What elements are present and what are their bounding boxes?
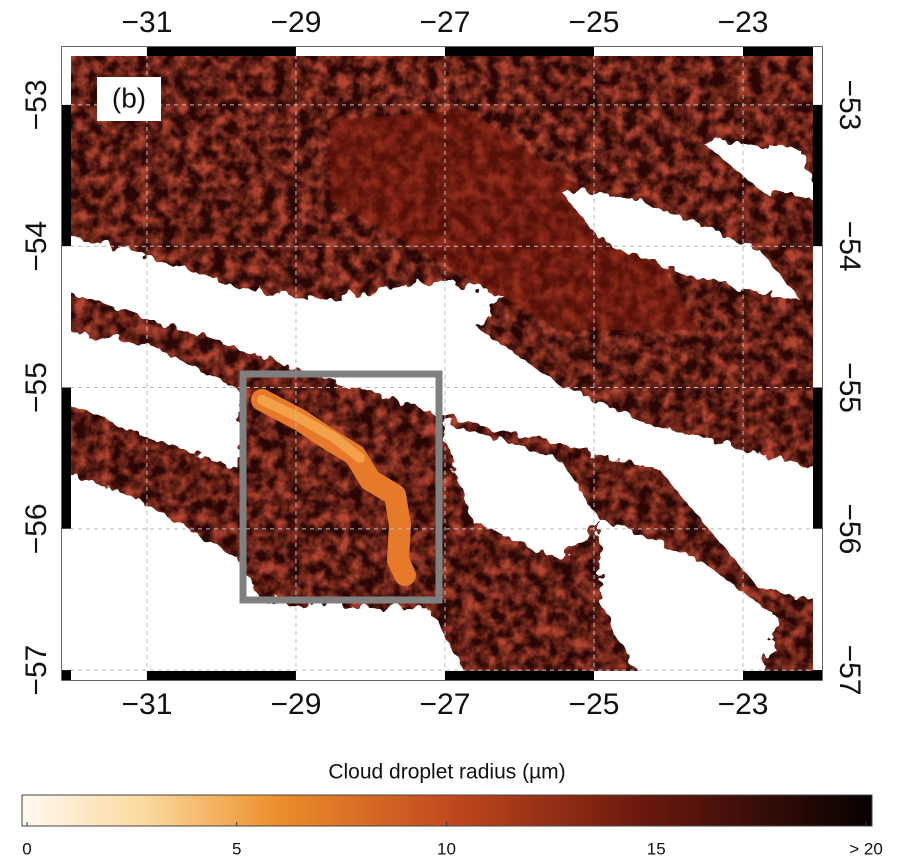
x-tick-label: −29 [271,6,322,39]
map-image [62,47,822,680]
frame-segment [62,104,71,247]
frame-segment [295,47,445,56]
colorbar-tick-label: 15 [647,839,666,858]
frame-segment [146,47,296,56]
y-tick-label: −55 [20,362,53,413]
frame-segment [743,671,822,680]
colorbar-tick-label: 10 [437,839,456,858]
frame-segment [594,47,744,56]
panel-label: (b) [112,82,146,113]
y-tick-label: −53 [833,79,866,130]
frame-segment [813,104,822,247]
x-tick-label: −23 [718,688,769,721]
colorbar-tick-label: 0 [22,839,31,858]
frame-segment [444,671,594,680]
frame-bars [62,47,822,680]
frame-segment [813,246,822,388]
highlight-box [239,370,443,604]
x-tick-label: −29 [271,688,322,721]
x-tick-label: −27 [420,6,471,39]
frame-segment [743,47,822,56]
frame-segment [444,47,594,56]
frame-segment [62,528,71,671]
x-tick-label: −25 [569,688,620,721]
x-tick-label: −31 [121,6,172,39]
y-tick-label: −54 [833,221,866,272]
grid [62,47,822,680]
colorbar-tick-label: > 20 [849,839,883,858]
colorbar-ticks: 0 5 10 15 > 20 [22,822,883,858]
frame-segment [146,671,296,680]
frame-segment [62,246,71,388]
frame-segment [62,670,71,680]
frame-segment [62,47,71,105]
y-tick-label: −53 [20,79,53,130]
y-tick-label: −54 [20,221,53,272]
frame-segment [62,387,71,529]
x-tick-label: −27 [420,688,471,721]
panel-label-box [97,77,161,121]
frame-segment [62,47,147,56]
x-tick-label: −25 [569,6,620,39]
x-tick-label: −31 [121,688,172,721]
y-tick-label: −57 [833,645,866,696]
x-tick-label: −23 [718,6,769,39]
y-tick-label: −56 [833,503,866,554]
y-tick-label: −55 [833,362,866,413]
frame-segment [295,671,445,680]
frame-segment [813,670,822,680]
frame-segment [813,387,822,529]
colorbar-tick-label: 5 [232,839,241,858]
y-tick-label: −57 [20,645,53,696]
frame-segment [62,671,147,680]
colorbar [21,794,873,827]
frame-segment [813,47,822,105]
frame-segment [594,671,744,680]
frame-segment [813,528,822,671]
colorbar-title: Cloud droplet radius (µm) [328,761,565,784]
y-tick-label: −56 [20,503,53,554]
